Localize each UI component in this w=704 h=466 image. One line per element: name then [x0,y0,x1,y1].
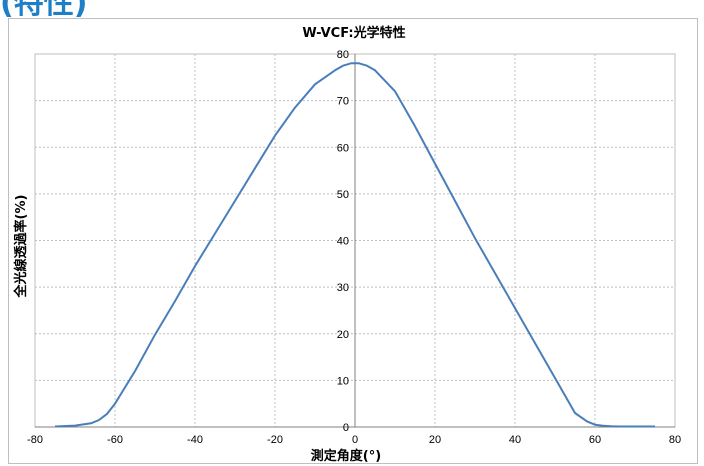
y-tick-label-1: 10 [337,375,349,387]
series-line-0 [54,62,655,428]
chart-frame: W-VCF:光学特性 -80 -60 -40 -20 0 20 40 60 80 0 10 20 30 4… [8,18,698,464]
y-tick-label-0: 0 [343,422,349,434]
x-tick-label-8: 80 [669,434,681,446]
y-tick-label-7: 70 [337,96,349,108]
page-heading-fragment: (特性) [0,0,88,21]
y-tick-label-3: 30 [337,282,349,294]
x-tick-label-4: 0 [352,434,358,446]
x-tick-label-1: -60 [107,434,123,446]
y-tick-label-8: 80 [337,49,349,61]
y-tick-label-6: 60 [337,142,349,154]
y-tick-label-4: 40 [337,236,349,248]
x-tick-label-6: 40 [509,434,521,446]
chart-title: W-VCF:光学特性 [302,25,405,41]
x-tick-label-7: 60 [589,434,601,446]
plot-area: -80 -60 -40 -20 0 20 40 60 80 0 10 20 30 40 50 60 70 80 [27,49,681,446]
y-axis-title: 全光線透過率(%) [13,195,29,299]
x-tick-label-5: 20 [429,434,441,446]
x-tick-label-0: -80 [27,434,43,446]
y-tick-label-2: 20 [337,329,349,341]
chart-svg: W-VCF:光学特性 -80 -60 -40 -20 0 20 40 60 80 0 10 20 30 4… [13,25,681,464]
x-axis-title: 測定角度(°) [311,448,381,464]
x-tick-label-2: -40 [187,434,203,446]
y-tick-label-5: 50 [337,189,349,201]
x-tick-label-3: -20 [267,434,283,446]
